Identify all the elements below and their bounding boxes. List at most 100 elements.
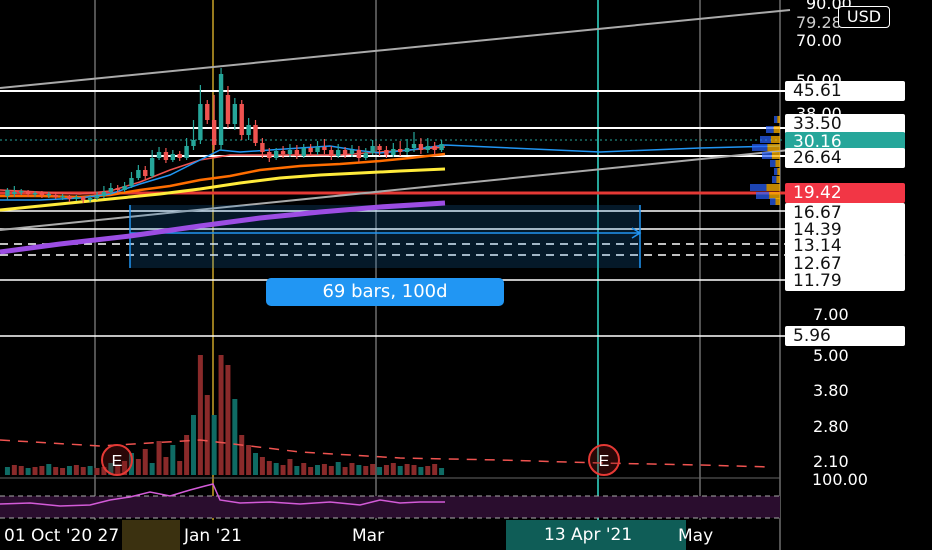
price-tag-26-64[interactable]: 26.64 bbox=[785, 148, 905, 168]
candle-body bbox=[239, 104, 244, 135]
price-tag-33-50[interactable]: 33.50 bbox=[785, 114, 905, 134]
volume-bar bbox=[211, 415, 217, 475]
candle-body bbox=[143, 170, 148, 176]
price-axis-label-3-8: 3.80 bbox=[813, 381, 849, 400]
candle-body bbox=[363, 153, 368, 158]
trendlines[interactable] bbox=[0, 9, 791, 231]
price-tag-last-price[interactable]: 30.16 bbox=[785, 132, 905, 152]
candle-body bbox=[398, 149, 403, 152]
price-tag-11-79[interactable]: 11.79 bbox=[785, 271, 905, 291]
ma-orange-line bbox=[0, 152, 446, 199]
trendline-upper[interactable] bbox=[0, 9, 791, 89]
price-tag-16-67[interactable]: 16.67 bbox=[785, 203, 905, 223]
year-highlight bbox=[122, 520, 180, 550]
price-tag-45-61[interactable]: 45.61 bbox=[785, 81, 905, 101]
candle-body bbox=[384, 150, 389, 155]
crosshair-date-badge[interactable]: 13 Apr '21 bbox=[506, 520, 686, 550]
volume-bar bbox=[39, 466, 45, 475]
volume-bar bbox=[4, 467, 10, 475]
candle-body bbox=[191, 140, 196, 146]
volume-bar bbox=[418, 467, 424, 475]
volume-bar bbox=[197, 355, 203, 475]
volume-bar bbox=[321, 464, 327, 475]
candle-body bbox=[253, 125, 258, 143]
candle-body bbox=[411, 144, 417, 148]
candle-body bbox=[418, 144, 424, 150]
candle-body bbox=[5, 190, 10, 196]
volume-profile-up bbox=[774, 116, 778, 123]
measure-rectangle[interactable] bbox=[130, 205, 640, 268]
candle-body bbox=[136, 170, 141, 178]
currency-badge[interactable]: USD bbox=[838, 6, 890, 28]
volume-profile-down bbox=[777, 168, 780, 175]
candle-body bbox=[205, 104, 210, 120]
candle-body bbox=[294, 150, 300, 156]
volume-bar bbox=[94, 468, 100, 475]
volume-bar bbox=[46, 464, 52, 475]
volume-bar bbox=[87, 466, 93, 475]
price-axis-label-2-8: 2.80 bbox=[813, 417, 849, 436]
volume-bar bbox=[349, 463, 355, 475]
volume-bar bbox=[204, 395, 210, 475]
volume-bar bbox=[383, 465, 389, 475]
volume-bar bbox=[363, 466, 369, 475]
price-tag-19-42[interactable]: 19.42 bbox=[785, 183, 905, 203]
volume-bar bbox=[377, 467, 383, 475]
rsi-line bbox=[0, 483, 445, 507]
price-tag-13-14[interactable]: 13.14 bbox=[785, 236, 905, 256]
measure-info-label[interactable]: 69 bars, 100d bbox=[266, 278, 504, 306]
volume-bar bbox=[135, 459, 141, 475]
candle-body bbox=[46, 194, 51, 196]
horizontal-price-lines[interactable] bbox=[0, 90, 785, 337]
candle-body bbox=[349, 150, 355, 154]
volume-ma-line bbox=[0, 439, 771, 468]
volume-bar bbox=[53, 467, 59, 475]
volume-bar bbox=[370, 464, 376, 475]
volume-bar bbox=[163, 457, 169, 475]
price-axis-label-7: 7.00 bbox=[813, 305, 849, 324]
candle-body bbox=[370, 146, 375, 153]
volume-bar bbox=[308, 467, 314, 475]
ma-purple-line bbox=[0, 200, 446, 255]
candlestick-series[interactable] bbox=[5, 68, 444, 203]
candle-body bbox=[32, 193, 38, 195]
price-tag-12-67[interactable]: 12.67 bbox=[785, 254, 905, 274]
candle-body bbox=[87, 198, 93, 200]
volume-bar bbox=[32, 467, 38, 475]
candle-body bbox=[218, 74, 224, 145]
volume-bar bbox=[425, 466, 431, 475]
volume-bar bbox=[170, 445, 176, 475]
trendline-lower[interactable] bbox=[0, 149, 791, 231]
earnings-marker-2[interactable]: E bbox=[588, 444, 620, 476]
price-tag-5-96[interactable]: 5.96 bbox=[785, 326, 905, 346]
volume-bar bbox=[11, 465, 17, 475]
price-tag-14-39[interactable]: 14.39 bbox=[785, 220, 905, 240]
candle-body bbox=[129, 178, 134, 186]
candle-body bbox=[108, 188, 114, 192]
volume-bar bbox=[342, 467, 348, 475]
volume-bar bbox=[397, 466, 403, 475]
candle-body bbox=[308, 148, 313, 152]
price-axis-label-5: 5.00 bbox=[813, 346, 849, 365]
candle-body bbox=[170, 154, 176, 160]
volume-bar bbox=[225, 365, 231, 475]
vertical-gridlines bbox=[94, 0, 781, 550]
volume-profile-down bbox=[767, 144, 780, 151]
volume-profile-up bbox=[762, 152, 772, 159]
candle-body bbox=[342, 150, 348, 154]
candle-body bbox=[101, 192, 107, 196]
volume-bar bbox=[60, 468, 66, 475]
volume-bar bbox=[411, 465, 417, 475]
candle-body bbox=[149, 158, 155, 176]
volume-bar bbox=[184, 435, 190, 475]
volume-bar bbox=[177, 461, 183, 475]
volume-bar bbox=[266, 461, 272, 475]
volume-bar bbox=[246, 445, 252, 475]
volume-profile-down bbox=[771, 136, 780, 143]
volume-bar bbox=[280, 465, 286, 475]
volume-bar bbox=[404, 464, 410, 475]
volume-profile-up bbox=[774, 168, 778, 175]
price-axis-label-2-1: 2.10 bbox=[813, 452, 849, 471]
earnings-marker-1[interactable]: E bbox=[101, 444, 133, 476]
